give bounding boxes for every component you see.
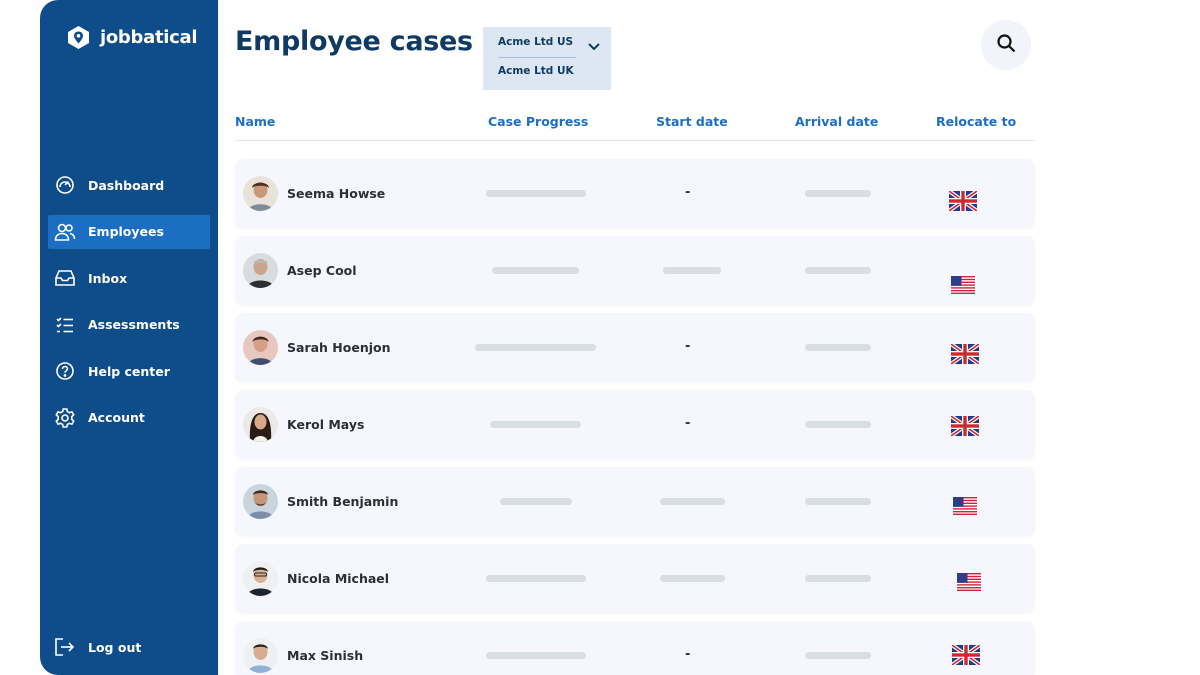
employee-name[interactable]: Max Sinish [287,648,364,663]
uk-flag-icon [950,643,982,669]
avatar [243,253,278,288]
table-row[interactable]: Smith Benjamin [235,467,1035,536]
column-header-relocate-to[interactable]: Relocate to [936,114,1017,129]
sidebar-item-label: Employees [88,224,164,239]
people-icon [54,221,76,243]
logo-text: jobbatical [100,27,198,48]
search-button[interactable] [981,20,1031,70]
arrival-date-placeholder [805,421,871,428]
case-progress-placeholder [486,575,586,582]
sidebar-item-inbox[interactable]: Inbox [48,261,210,295]
start-date: - [685,339,691,354]
sidebar-item-assessments[interactable]: Assessments [48,308,210,342]
us-flag-icon [951,276,975,298]
sidebar-item-account[interactable]: Account [48,401,210,435]
avatar [243,330,278,365]
question-circle-icon [54,360,76,382]
arrival-date-placeholder [805,267,871,274]
column-header-case-progress[interactable]: Case Progress [488,114,589,129]
case-progress-placeholder [492,267,579,274]
logout-icon [54,636,76,658]
company-option-uk[interactable]: Acme Ltd UK [498,65,574,77]
arrival-date-placeholder [805,498,871,505]
dashboard-gauge-icon [54,174,76,196]
start-date-placeholder [663,267,721,274]
search-icon [996,33,1016,57]
arrival-date-placeholder [805,190,871,197]
sidebar-item-help-center[interactable]: Help center [48,354,210,388]
uk-flag-icon [947,189,979,215]
page-title: Employee cases [235,26,473,57]
sidebar-item-dashboard[interactable]: Dashboard [48,168,210,202]
dropdown-divider [498,57,576,58]
sidebar-item-label: Dashboard [88,177,165,193]
uk-flag-icon [949,342,981,368]
table-row[interactable]: Max Sinish - [235,621,1035,675]
employee-name[interactable]: Asep Cool [287,263,357,278]
company-dropdown[interactable]: Acme Ltd US Acme Ltd UK [483,27,611,90]
sidebar-nav: Dashboard Employees [48,168,210,447]
location-pin-logo-icon [65,24,92,51]
employee-name[interactable]: Smith Benjamin [287,494,399,509]
start-date: - [685,185,691,200]
avatar [243,484,278,519]
table-row[interactable]: Asep Cool [235,236,1035,305]
case-progress-placeholder [500,498,572,505]
sidebar-item-label: Help center [88,363,170,379]
case-progress-placeholder [475,344,596,351]
sidebar-item-label: Inbox [88,270,128,286]
start-date-placeholder [660,498,725,505]
checklist-icon [54,314,76,336]
arrival-date-placeholder [805,652,871,659]
chevron-down-icon[interactable] [587,37,601,51]
sidebar: jobbatical Dashboard [40,0,218,675]
employee-name[interactable]: Sarah Hoenjon [287,340,391,355]
company-option-us[interactable]: Acme Ltd US [498,36,574,48]
us-flag-icon [957,573,981,595]
arrival-date-placeholder [805,344,871,351]
case-progress-placeholder [486,652,586,659]
avatar [243,638,278,673]
us-flag-icon [953,497,977,519]
table-row[interactable]: Nicola Michael [235,544,1035,613]
avatar [243,176,278,211]
sidebar-item-label: Account [88,410,145,425]
arrival-date-placeholder [805,575,871,582]
start-date: - [685,416,691,431]
inbox-tray-icon [54,267,76,289]
case-progress-placeholder [486,190,586,197]
employee-name[interactable]: Kerol Mays [287,417,365,432]
column-header-start-date[interactable]: Start date [656,114,728,129]
sidebar-item-label: Assessments [88,317,180,332]
start-date: - [685,647,691,662]
start-date-placeholder [660,575,725,582]
column-header-arrival-date[interactable]: Arrival date [795,114,879,129]
avatar [243,561,278,596]
column-header-name[interactable]: Name [235,114,276,129]
logout-label: Log out [88,639,142,655]
header-divider [235,140,1035,141]
employee-name[interactable]: Nicola Michael [287,571,390,586]
table-row[interactable]: Sarah Hoenjon - [235,313,1035,382]
sidebar-item-employees[interactable]: Employees [48,214,210,249]
employee-name[interactable]: Seema Howse [287,186,386,201]
gear-icon [54,407,76,429]
table-row[interactable]: Seema Howse - [235,159,1035,228]
logo[interactable]: jobbatical [65,24,198,51]
uk-flag-icon [949,414,981,440]
avatar [243,407,278,442]
case-progress-placeholder [490,421,581,428]
logout-button[interactable]: Log out [54,636,141,658]
table-row[interactable]: Kerol Mays - [235,390,1035,459]
